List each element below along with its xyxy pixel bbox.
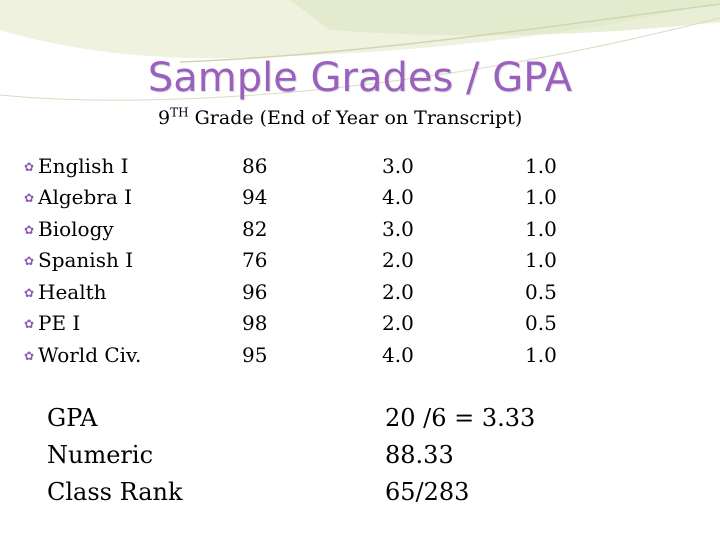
course-grade: 76 <box>242 248 268 273</box>
course-points: 3.0 <box>382 153 414 178</box>
course-points-cell: 2.0 <box>382 245 525 277</box>
course-name: PE I <box>38 311 81 336</box>
course-grade: 98 <box>242 311 268 336</box>
course-grade: 95 <box>242 342 268 367</box>
subtitle-number: 9 <box>158 107 171 129</box>
course-grade-cell: 98 <box>242 308 382 340</box>
summary-labels: GPA Numeric Class Rank <box>47 400 183 511</box>
course-credits-cell: 1.0 <box>525 150 700 182</box>
course-row: ✿ World Civ. 95 4.0 1.0 <box>20 339 700 371</box>
course-points: 4.0 <box>382 185 414 210</box>
course-row: ✿ PE I 98 2.0 0.5 <box>20 308 700 340</box>
course-name: Biology <box>38 216 114 241</box>
course-grade: 96 <box>242 279 268 304</box>
subtitle-text: Grade (End of Year on Transcript) <box>188 107 523 129</box>
course-points: 2.0 <box>382 311 414 336</box>
bullet-icon: ✿ <box>23 159 35 174</box>
course-row: ✿ Spanish I 76 2.0 1.0 <box>20 245 700 277</box>
course-credits-cell: 1.0 <box>525 245 700 277</box>
course-credits: 0.5 <box>525 279 557 304</box>
numeric-value: 88.33 <box>385 441 454 469</box>
course-name-cell: ✿ Biology <box>20 213 242 245</box>
course-name: World Civ. <box>38 342 142 367</box>
gpa-label: GPA <box>47 404 98 432</box>
course-row: ✿ Health 96 2.0 0.5 <box>20 276 700 308</box>
course-grade-cell: 94 <box>242 182 382 214</box>
course-name-cell: ✿ World Civ. <box>20 339 242 371</box>
course-name: English I <box>38 153 129 178</box>
slide-title: Sample Grades / GPA <box>147 55 573 101</box>
course-credits: 1.0 <box>525 185 557 210</box>
course-name: Health <box>38 279 107 304</box>
course-points: 2.0 <box>382 248 414 273</box>
bullet-icon: ✿ <box>23 317 35 332</box>
course-credits: 0.5 <box>525 311 557 336</box>
course-credits-cell: 1.0 <box>525 213 700 245</box>
course-credits: 1.0 <box>525 248 557 273</box>
bullet-icon: ✿ <box>23 348 35 363</box>
course-points-cell: 2.0 <box>382 276 525 308</box>
course-row: ✿ Biology 82 3.0 1.0 <box>20 213 700 245</box>
course-points-cell: 3.0 <box>382 213 525 245</box>
course-points-cell: 3.0 <box>382 150 525 182</box>
course-name-cell: ✿ Spanish I <box>20 245 242 277</box>
course-grade-cell: 76 <box>242 245 382 277</box>
bullet-icon: ✿ <box>23 191 35 206</box>
course-credits: 1.0 <box>525 216 557 241</box>
gpa-value: 20 /6 = 3.33 <box>385 404 536 432</box>
course-grade-cell: 95 <box>242 339 382 371</box>
course-credits: 1.0 <box>525 153 557 178</box>
bullet-icon: ✿ <box>23 222 35 237</box>
course-credits-cell: 0.5 <box>525 308 700 340</box>
bullet-icon: ✿ <box>23 254 35 269</box>
course-points-cell: 4.0 <box>382 339 525 371</box>
class-rank-label: Class Rank <box>47 478 183 506</box>
class-rank-value: 65/283 <box>385 478 470 506</box>
course-name: Spanish I <box>38 248 134 273</box>
header-swoosh-decoration <box>0 0 720 101</box>
subtitle-superscript: TH <box>170 105 189 120</box>
grades-table: ✿ English I 86 3.0 1.0 ✿ Algebra I 94 4.0 1.0 ✿ Bio… <box>20 150 700 371</box>
course-points-cell: 4.0 <box>382 182 525 214</box>
course-name-cell: ✿ PE I <box>20 308 242 340</box>
course-name-cell: ✿ Health <box>20 276 242 308</box>
course-credits-cell: 1.0 <box>525 182 700 214</box>
course-name: Algebra I <box>38 185 133 210</box>
course-grade-cell: 96 <box>242 276 382 308</box>
course-row: ✿ Algebra I 94 4.0 1.0 <box>20 182 700 214</box>
course-name-cell: ✿ Algebra I <box>20 182 242 214</box>
course-grade-cell: 82 <box>242 213 382 245</box>
course-row: ✿ English I 86 3.0 1.0 <box>20 150 700 182</box>
course-credits: 1.0 <box>525 342 557 367</box>
course-points-cell: 2.0 <box>382 308 525 340</box>
course-points: 3.0 <box>382 216 414 241</box>
bullet-icon: ✿ <box>23 285 35 300</box>
course-credits-cell: 1.0 <box>525 339 700 371</box>
numeric-label: Numeric <box>47 441 154 469</box>
summary-values: 20 /6 = 3.33 88.33 65/283 <box>385 400 535 511</box>
course-grade: 94 <box>242 185 268 210</box>
course-grade: 82 <box>242 216 268 241</box>
course-points: 4.0 <box>382 342 414 367</box>
course-points: 2.0 <box>382 279 414 304</box>
course-grade-cell: 86 <box>242 150 382 182</box>
slide-subtitle: 9TH Grade (End of Year on Transcript) <box>158 104 522 132</box>
course-name-cell: ✿ English I <box>20 150 242 182</box>
course-credits-cell: 0.5 <box>525 276 700 308</box>
course-grade: 86 <box>242 153 268 178</box>
